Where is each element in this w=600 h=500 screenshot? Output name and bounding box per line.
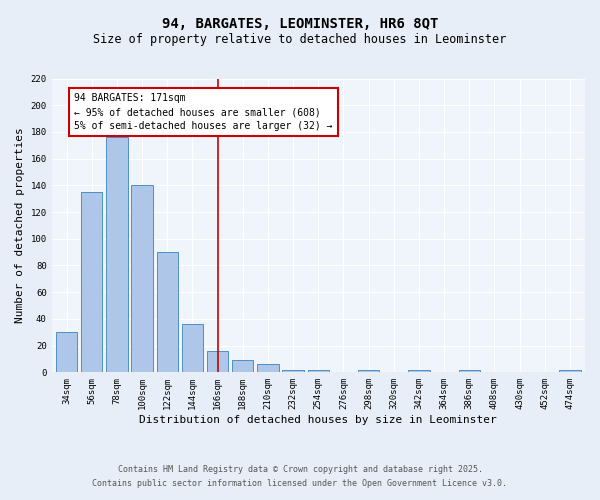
Bar bbox=[182, 324, 203, 372]
Bar bbox=[131, 186, 153, 372]
Bar bbox=[257, 364, 278, 372]
Bar bbox=[283, 370, 304, 372]
Bar bbox=[157, 252, 178, 372]
Bar bbox=[559, 370, 581, 372]
Bar bbox=[358, 370, 379, 372]
Text: 94 BARGATES: 171sqm
← 95% of detached houses are smaller (608)
5% of semi-detach: 94 BARGATES: 171sqm ← 95% of detached ho… bbox=[74, 93, 332, 131]
Bar bbox=[308, 370, 329, 372]
Bar bbox=[81, 192, 103, 372]
Bar bbox=[458, 370, 480, 372]
Bar bbox=[207, 351, 229, 372]
X-axis label: Distribution of detached houses by size in Leominster: Distribution of detached houses by size … bbox=[139, 415, 497, 425]
Y-axis label: Number of detached properties: Number of detached properties bbox=[15, 128, 25, 324]
Text: Contains HM Land Registry data © Crown copyright and database right 2025.
Contai: Contains HM Land Registry data © Crown c… bbox=[92, 466, 508, 487]
Text: Size of property relative to detached houses in Leominster: Size of property relative to detached ho… bbox=[94, 32, 506, 46]
Bar bbox=[408, 370, 430, 372]
Bar bbox=[232, 360, 253, 372]
Bar bbox=[106, 138, 128, 372]
Bar bbox=[56, 332, 77, 372]
Text: 94, BARGATES, LEOMINSTER, HR6 8QT: 94, BARGATES, LEOMINSTER, HR6 8QT bbox=[162, 18, 438, 32]
